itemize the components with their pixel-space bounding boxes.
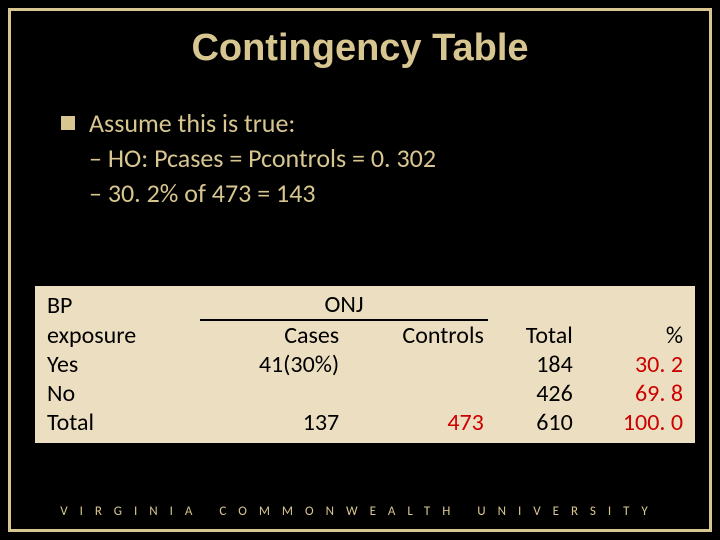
cases-header: Cases — [200, 320, 343, 350]
slide-frame: Contingency Table Assume this is true: –… — [8, 8, 712, 532]
pct-header: % — [577, 320, 687, 350]
footer-text: VIRGINIA COMMONWEALTH UNIVERSITY — [11, 504, 709, 519]
row-total-total: 610 — [488, 408, 577, 437]
row-yes-label: Yes — [43, 350, 200, 379]
table-row-total: Total 137 473 610 100. 0 — [43, 408, 687, 437]
row-total-controls: 473 — [343, 408, 488, 437]
onj-header: ONJ — [200, 290, 488, 320]
col1-header-a: BP — [43, 290, 200, 320]
row-yes-pct: 30. 2 — [577, 350, 687, 379]
bullet-main: Assume this is true: — [61, 106, 675, 141]
row-total-cases: 137 — [200, 408, 343, 437]
content-block: Assume this is true: – HO: Pcases = Pcon… — [61, 106, 675, 211]
table-row-header1: BP ONJ — [43, 290, 687, 320]
bullet-sub1: – HO: Pcases = Pcontrols = 0. 302 — [89, 141, 675, 176]
row-total-pct: 100. 0 — [577, 408, 687, 437]
table-row-no: No 426 69. 8 — [43, 379, 687, 408]
controls-header: Controls — [343, 320, 488, 350]
row-yes-cases: 41(30%) — [200, 350, 343, 379]
table: BP ONJ exposure Cases Controls Total % Y… — [43, 290, 687, 437]
row-no-pct: 69. 8 — [577, 379, 687, 408]
row-yes-total: 184 — [488, 350, 577, 379]
bullet-sub2: – 30. 2% of 473 = 143 — [89, 176, 675, 211]
row-no-total: 426 — [488, 379, 577, 408]
slide-title: Contingency Table — [11, 27, 709, 70]
row-no-label: No — [43, 379, 200, 408]
col1-header-b: exposure — [43, 320, 200, 350]
table-row-yes: Yes 41(30%) 184 30. 2 — [43, 350, 687, 379]
contingency-table: BP ONJ exposure Cases Controls Total % Y… — [35, 286, 695, 443]
total-header: Total — [488, 320, 577, 350]
bullet-icon — [61, 116, 75, 130]
bullet-main-text: Assume this is true: — [89, 106, 295, 141]
table-row-header2: exposure Cases Controls Total % — [43, 320, 687, 350]
row-total-label: Total — [43, 408, 200, 437]
